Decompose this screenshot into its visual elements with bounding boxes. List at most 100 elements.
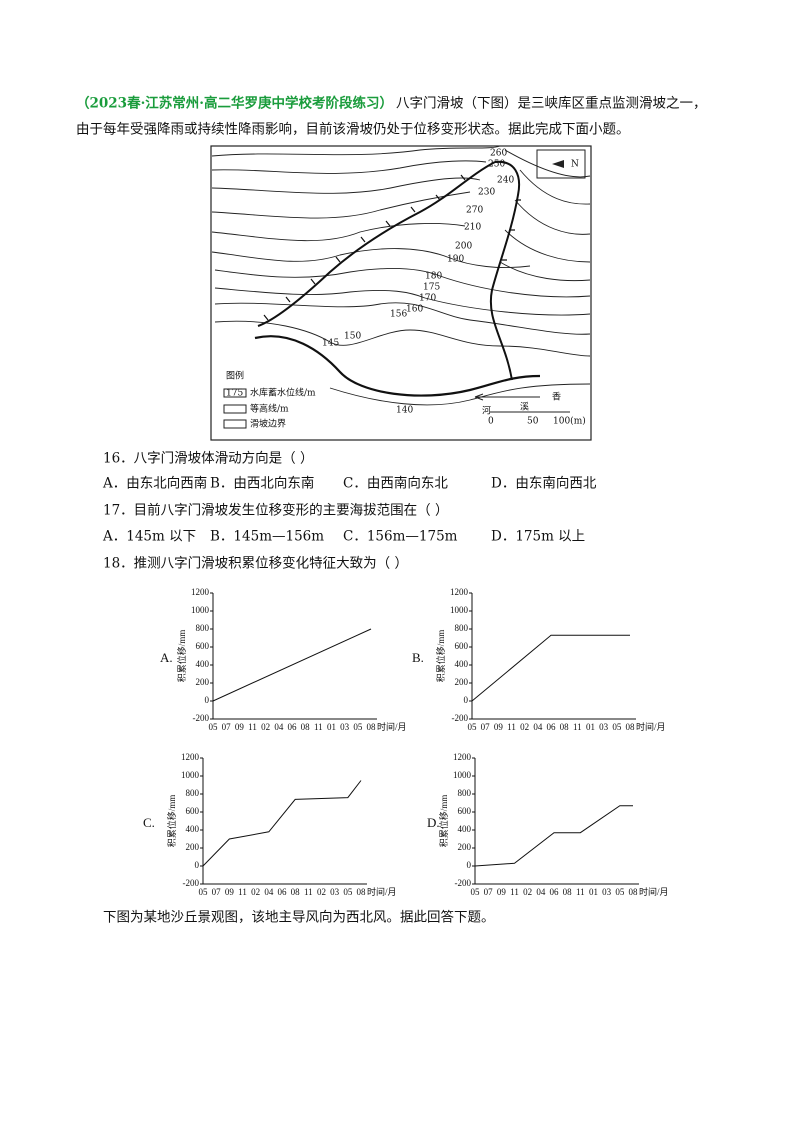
y-tick-label: 0	[195, 860, 200, 870]
x-tick-label: 05	[353, 722, 363, 732]
y-axis-label: 积累位移/mm	[176, 630, 187, 683]
x-tick-label: 02	[251, 887, 260, 897]
contour-label: 170	[419, 294, 436, 304]
x-tick-label: 02	[520, 722, 529, 732]
slide-boundary	[489, 160, 520, 381]
line	[212, 628, 372, 702]
contour-label: 230	[478, 188, 495, 198]
y-tick-label: 1000	[453, 770, 472, 780]
y-tick-label: 200	[196, 677, 210, 687]
legend-sample: 175	[226, 389, 243, 399]
river-label: 河	[482, 405, 491, 417]
x-tick-label: 09	[497, 887, 507, 897]
x-tick-label: 04	[533, 722, 543, 732]
slide-boundary	[257, 161, 496, 327]
x-tick-label: 05	[615, 887, 625, 897]
map-frame	[210, 145, 592, 441]
x-tick-label: 11	[314, 722, 323, 732]
option-label: A.	[160, 650, 173, 665]
scale-label: 50	[527, 417, 539, 427]
x-tick-label: 03	[602, 887, 612, 897]
y-tick-label: -200	[452, 713, 469, 723]
y-tick-label: 0	[467, 860, 472, 870]
legend-item: 等高线/m	[250, 403, 289, 415]
option: C．由西南向东北	[343, 476, 448, 492]
y-tick-label: 400	[186, 824, 200, 834]
contour-label: 175	[423, 283, 440, 293]
x-tick-label: 08	[626, 722, 636, 732]
y-tick-label: 400	[455, 659, 469, 669]
contour-label: 250	[488, 160, 505, 170]
x-tick-label: 06	[288, 722, 298, 732]
x-tick-label: 04	[536, 887, 546, 897]
x-tick-label: 11	[304, 887, 313, 897]
x-tick-label: 08	[301, 722, 311, 732]
x-tick-label: 01	[586, 722, 595, 732]
contour-label: 270	[466, 206, 483, 216]
x-axis-label: 时间/月	[636, 721, 666, 732]
scale-label: 0	[488, 417, 494, 427]
y-tick-label: 600	[455, 641, 469, 651]
x-tick-label: 08	[563, 887, 573, 897]
x-tick-label: 08	[357, 887, 367, 897]
option-label: D.	[427, 815, 440, 830]
north-arrow	[552, 160, 564, 168]
y-tick-label: 0	[464, 695, 469, 705]
line	[202, 780, 362, 867]
x-tick-label: 02	[261, 722, 270, 732]
x-tick-label: 05	[468, 722, 478, 732]
x-tick-label: 09	[235, 722, 245, 732]
option: D．由东南向西北	[491, 476, 597, 492]
source: （2023春·江苏常州·高二华罗庚中学校考阶段练习）	[76, 95, 393, 112]
y-tick-label: -200	[455, 878, 472, 888]
x-tick-label: 11	[573, 722, 582, 732]
x-tick-label: 06	[547, 722, 557, 732]
legend-key	[223, 388, 247, 398]
y-tick-label: 800	[186, 788, 200, 798]
x-tick-label: 04	[264, 887, 274, 897]
contour-label: 200	[455, 242, 472, 252]
contour-label: 210	[464, 223, 481, 233]
option: B．145m—156m	[210, 529, 324, 545]
option: D．175m 以上	[491, 529, 585, 545]
x-tick-label: 08	[367, 722, 377, 732]
legend-item: 滑坡边界	[250, 418, 286, 430]
y-tick-label: 200	[458, 842, 472, 852]
line	[474, 805, 633, 867]
contour-label: 180	[425, 272, 442, 282]
x-tick-label: 07	[481, 722, 491, 732]
x-tick-label: 08	[629, 887, 639, 897]
y-tick-label: 1000	[181, 770, 200, 780]
x-axis-label: 时间/月	[367, 886, 397, 897]
y-tick-label: 1000	[191, 605, 210, 615]
x-tick-label: 11	[507, 722, 516, 732]
x-tick-label: 06	[278, 887, 288, 897]
y-tick-label: 1200	[191, 587, 210, 597]
river-label: 香	[552, 392, 561, 403]
contour-label: 160	[406, 305, 423, 315]
y-tick-label: 800	[458, 788, 472, 798]
y-axis-label: 积累位移/mm	[438, 795, 449, 848]
contour-label: 190	[447, 255, 464, 265]
x-tick-label: 01	[589, 887, 598, 897]
x-tick-label: 06	[550, 887, 560, 897]
contour-label: 260	[490, 149, 507, 159]
x-tick-label: 02	[317, 887, 326, 897]
contour-label: 150	[344, 332, 361, 342]
x-tick-label: 09	[494, 722, 504, 732]
scale-label: 100(m)	[553, 416, 586, 427]
north-box	[536, 149, 586, 179]
x-tick-label: 11	[510, 887, 519, 897]
y-tick-label: 1200	[453, 752, 472, 762]
flow-arrow	[474, 393, 540, 401]
x-tick-label: 11	[248, 722, 257, 732]
x-tick-label: 11	[238, 887, 247, 897]
x-tick-label: 07	[484, 887, 494, 897]
reservoir-line	[254, 335, 541, 397]
intro-text: 八字门滑坡（下图）是三峡库区重点监测滑坡之一，	[396, 96, 707, 112]
boundary-ticks	[263, 174, 521, 321]
question: 17．目前八字门滑坡发生位移变形的主要海拔范围在（ ）	[103, 502, 448, 519]
